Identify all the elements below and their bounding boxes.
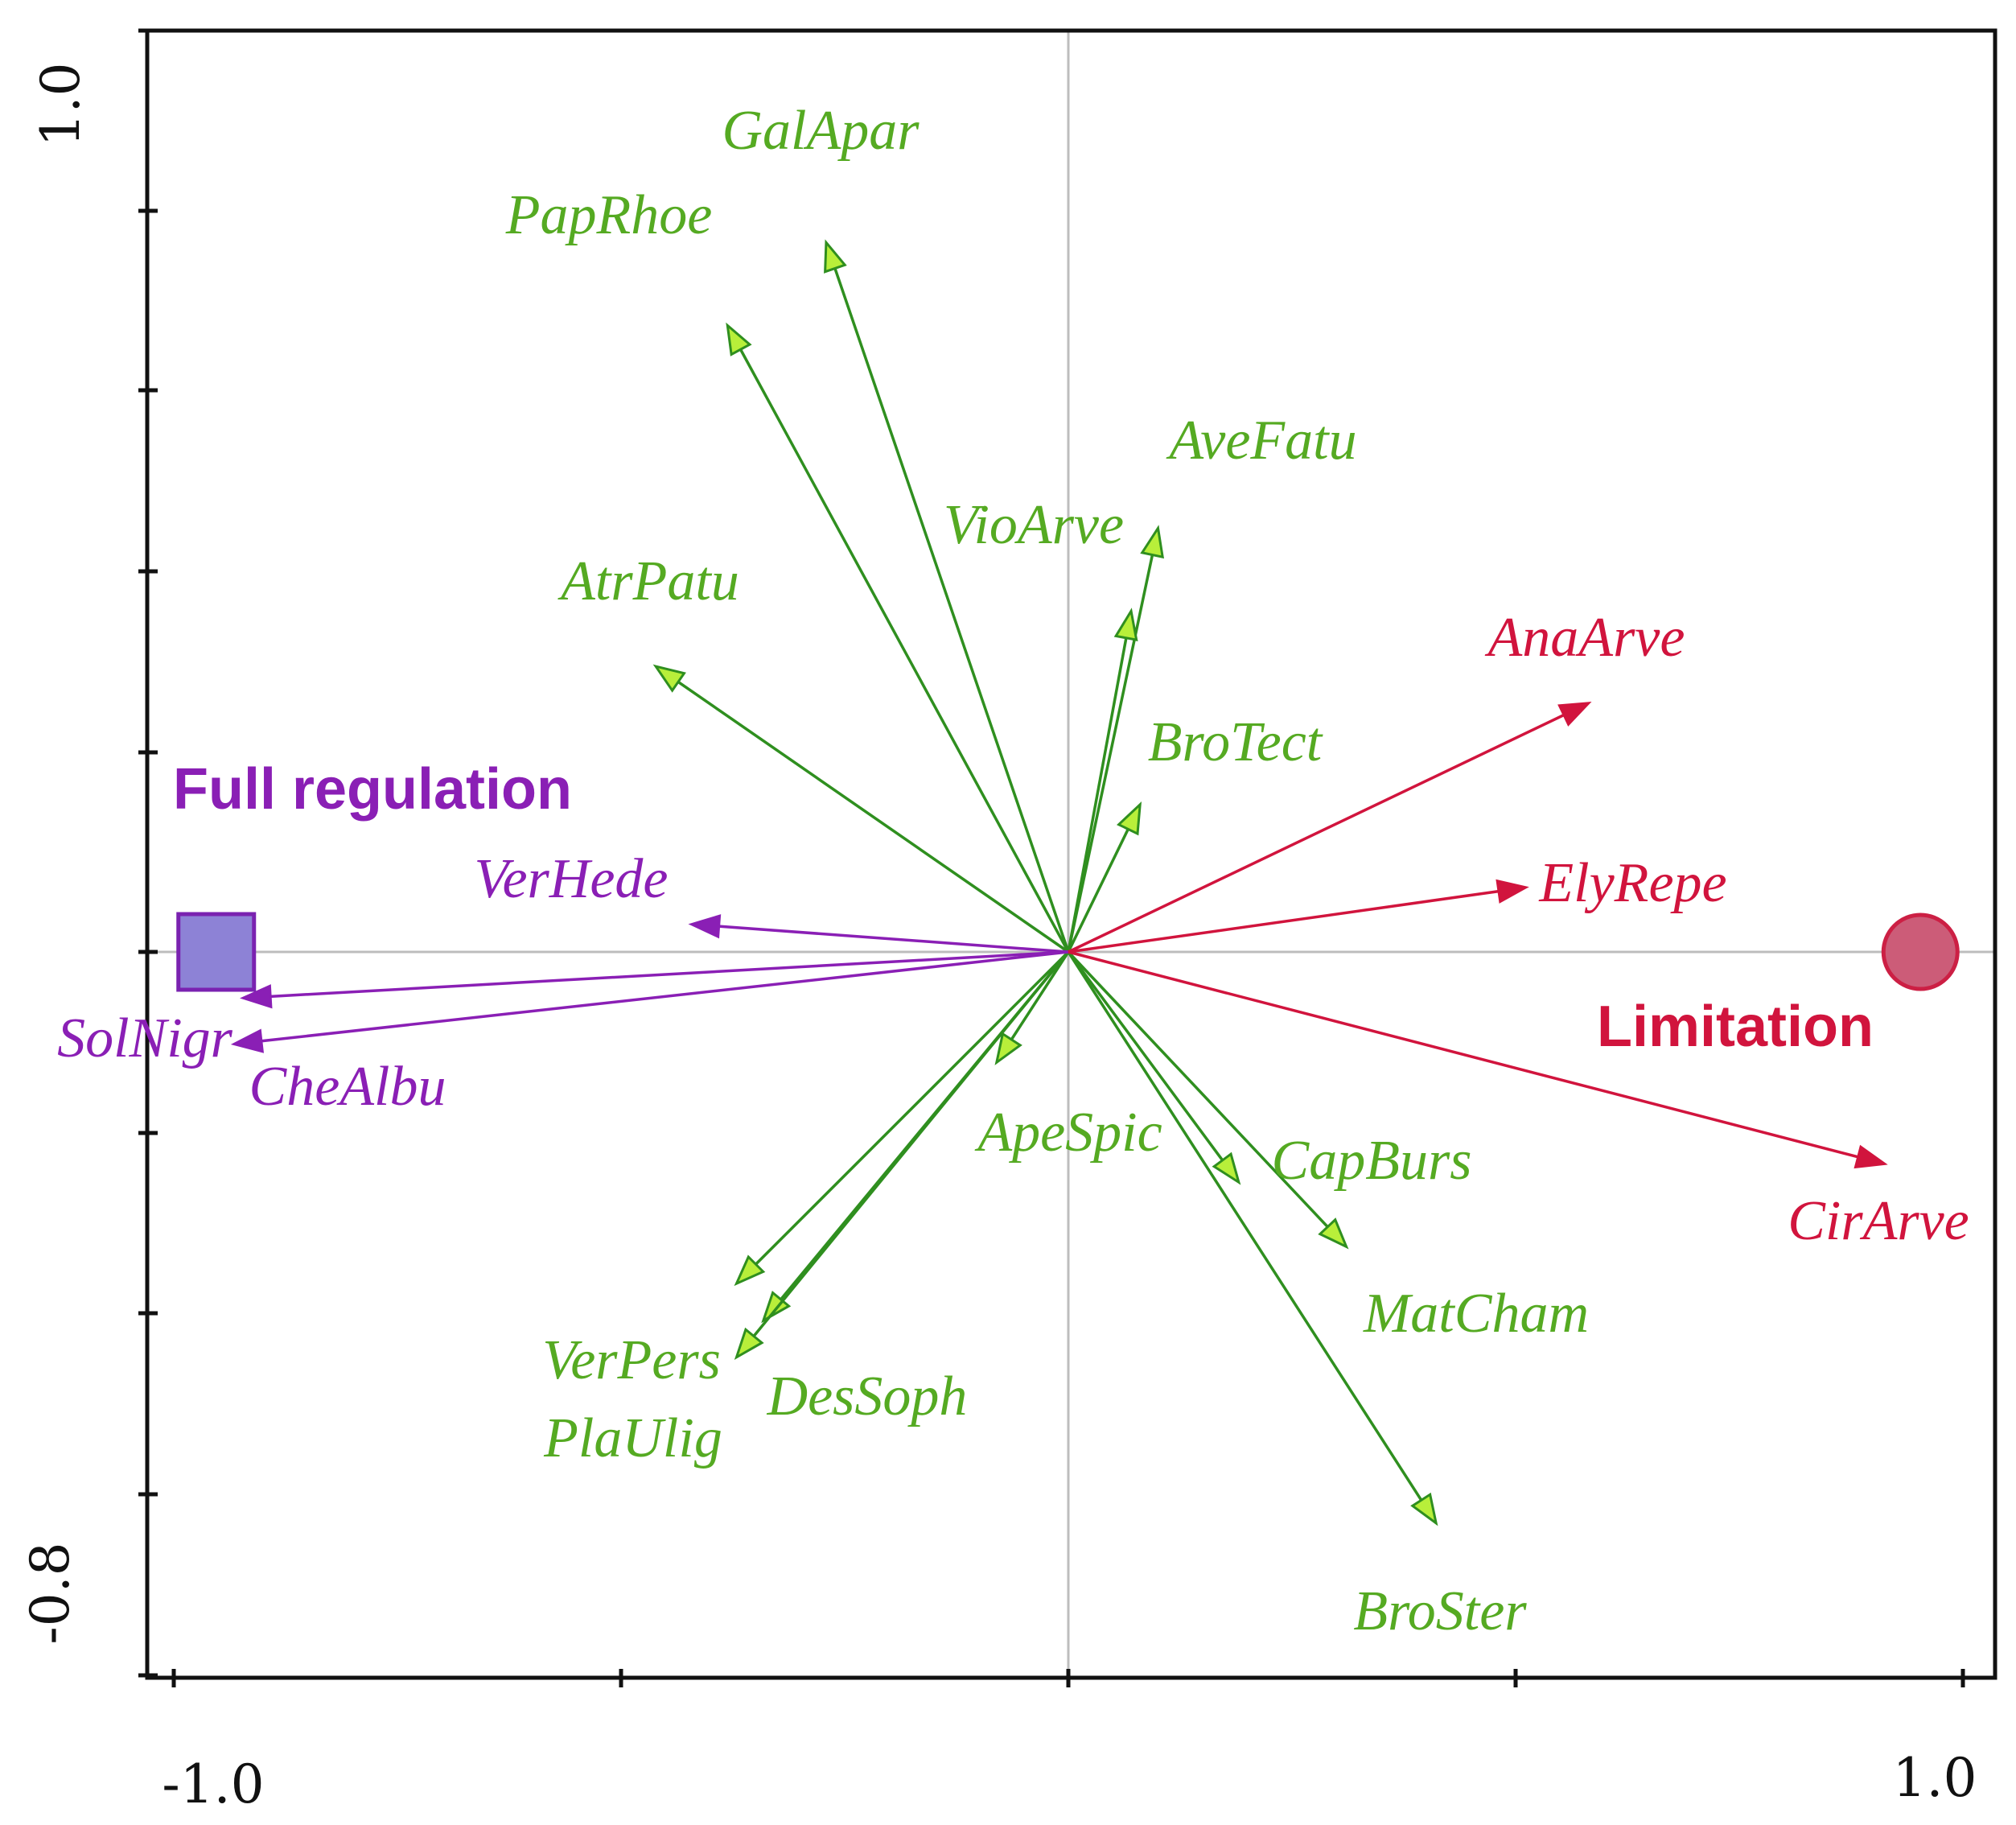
plot-frame [145, 28, 1997, 1680]
label-anaarve: AnaArve [1485, 607, 1685, 669]
arrowhead-verpers [734, 1254, 766, 1287]
full-regulation-square-marker [176, 912, 257, 992]
label-plaulig: PlaUlig [543, 1407, 722, 1469]
arrowhead-avefatu [1140, 525, 1164, 559]
arrowhead-brotect [1117, 801, 1142, 836]
arrowhead-apespic [994, 1032, 1022, 1065]
arrow-verpers [755, 950, 1070, 1266]
arrow-vioarve [1067, 637, 1128, 953]
arrowhead-plaulig [734, 1327, 764, 1361]
arrow-apespic [1010, 951, 1070, 1040]
label-verhede: VerHede [474, 848, 668, 910]
label-cirarve: CirArve [1788, 1190, 1969, 1252]
arrow-galapar [833, 267, 1070, 953]
full-regulation-label: Full regulation [173, 757, 572, 822]
arrowhead-anaarve [1557, 702, 1592, 727]
arrow-avefatu [1067, 554, 1154, 953]
limitation-label: Limitation [1597, 995, 1874, 1059]
arrow-elyrepe [1068, 889, 1500, 954]
arrow-capburs [1067, 950, 1224, 1161]
arrowhead-paprhoe [726, 322, 752, 356]
label-chealbu: CheAlbu [249, 1056, 446, 1118]
arrowhead-cirarve [1853, 1144, 1888, 1169]
label-avefatu: AveFatu [1166, 410, 1356, 472]
label-dessoph: DesSoph [767, 1366, 968, 1427]
arrow-chealbu [261, 950, 1069, 1043]
arrowhead-solnigr [240, 984, 273, 1009]
label-matcham: MatCham [1363, 1283, 1589, 1345]
label-paprhoe: PapRhoe [505, 184, 713, 246]
arrow-solnigr [270, 950, 1069, 999]
label-verpers: VerPers [542, 1329, 721, 1391]
limitation-circle-marker [1881, 913, 1960, 991]
arrowhead-capburs [1212, 1151, 1241, 1185]
x-tick-label-right: 1.0 [1893, 1747, 1977, 1809]
arrow-brotect [1067, 828, 1129, 953]
label-solnigr: SolNigr [57, 1007, 233, 1069]
arrow-verhede [718, 925, 1069, 954]
arrowhead-atrpatu [652, 664, 686, 693]
species-arrows [230, 239, 1888, 1526]
label-broster: BroSter [1353, 1580, 1527, 1642]
x-tick-label-left: -1.0 [162, 1753, 264, 1815]
label-galapar: GalApar [722, 100, 920, 162]
label-capburs: CapBurs [1272, 1130, 1472, 1192]
arrowhead-broster [1410, 1492, 1438, 1526]
label-vioarve: VioArve [944, 494, 1124, 556]
label-brotect: BroTect [1148, 711, 1323, 773]
arrow-matcham [1067, 950, 1329, 1228]
arrowhead-galapar [824, 239, 847, 274]
y-tick-label-bottom: -0.8 [19, 1542, 81, 1644]
arrow-cirarve [1068, 950, 1859, 1159]
axis-ticks [138, 28, 1965, 1687]
arrowhead-vioarve [1113, 608, 1138, 642]
arrowhead-dessoph [761, 1290, 792, 1324]
arrowhead-elyrepe [1496, 879, 1529, 904]
arrowhead-chealbu [230, 1028, 265, 1053]
y-tick-label-top: 1.0 [30, 63, 92, 147]
arrowhead-verhede [688, 914, 722, 939]
environmental-markers [176, 912, 1960, 992]
arrow-plaulig [752, 950, 1070, 1337]
arrow-anaarve [1068, 713, 1565, 954]
label-elyrepe: ElyRepe [1538, 852, 1726, 914]
label-apespic: ApeSpic [974, 1102, 1162, 1164]
arrow-atrpatu [677, 680, 1069, 954]
arrow-broster [1067, 951, 1423, 1502]
arrow-paprhoe [739, 348, 1070, 953]
arrowhead-matcham [1318, 1217, 1349, 1250]
label-atrpatu: AtrPatu [557, 550, 739, 612]
